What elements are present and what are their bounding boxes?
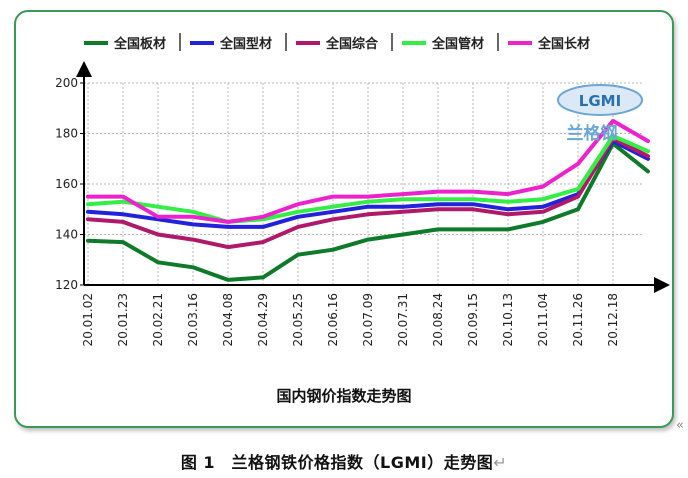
corner-mark: « (676, 418, 684, 433)
series-line (86, 139, 650, 229)
x-tick-label: 20.04.29 (256, 293, 270, 346)
x-tick-label: 20.12.18 (606, 293, 620, 346)
x-tick-label: 20.01.23 (116, 293, 130, 346)
series-lines (86, 118, 650, 282)
legend-label: 全国管材 (431, 36, 484, 52)
caption-return-mark: ↵ (493, 453, 508, 472)
y-tick-label: 140 (55, 228, 78, 242)
legend-label: 全国长材 (537, 36, 590, 52)
chart-title: 国内钢价指数走势图 (276, 387, 411, 405)
y-tick-label: 200 (55, 76, 78, 90)
x-tick-label: 20.07.31 (396, 293, 410, 346)
figure-caption: 图 1 兰格钢铁价格指数（LGMI）走势图↵ (0, 449, 688, 473)
x-tick-label: 20.06.16 (326, 293, 340, 346)
x-tick-labels: 20.01.02 20.01.23 20.02.21 20.03.16 20.04.08… (81, 293, 620, 346)
axes (76, 61, 670, 293)
y-tick-labels: 120 140 160 180 200 (55, 76, 84, 292)
logo-text: LGMI (579, 92, 621, 110)
x-tick-label: 20.07.09 (361, 293, 375, 346)
series-line (86, 141, 650, 282)
y-tick-label: 180 (55, 127, 78, 141)
logo-cn-text: 兰格钢 (567, 123, 618, 144)
x-tick-label: 20.02.21 (151, 293, 165, 346)
caption-text: 图 1 兰格钢铁价格指数（LGMI）走势图 (180, 453, 494, 472)
series-line (86, 118, 650, 224)
y-tick-label: 120 (55, 278, 78, 292)
legend-label: 全国型材 (219, 36, 272, 52)
lgmi-logo: LGMI 兰格钢 (557, 84, 643, 144)
x-tick-label: 20.03.16 (186, 293, 200, 346)
series-line (86, 136, 650, 250)
x-tick-label: 20.10.13 (501, 293, 515, 346)
legend-label: 全国板材 (113, 36, 166, 52)
y-tick-label: 160 (55, 177, 78, 191)
x-tick-label: 20.01.02 (81, 293, 95, 346)
series-line (86, 134, 650, 224)
legend-label: 全国综合 (325, 36, 379, 52)
x-tick-label: 20.11.04 (536, 293, 550, 346)
x-tick-label: 20.04.08 (221, 293, 235, 346)
x-tick-label: 20.11.26 (571, 293, 585, 346)
x-tick-label: 20.09.15 (466, 293, 480, 346)
legend: 全国板材 全国型材 全国综合 全国管材 全国长材 (84, 33, 590, 52)
grid-lines (84, 82, 644, 285)
x-tick-label: 20.08.24 (431, 293, 445, 346)
x-tick-label: 20.05.25 (291, 293, 305, 346)
